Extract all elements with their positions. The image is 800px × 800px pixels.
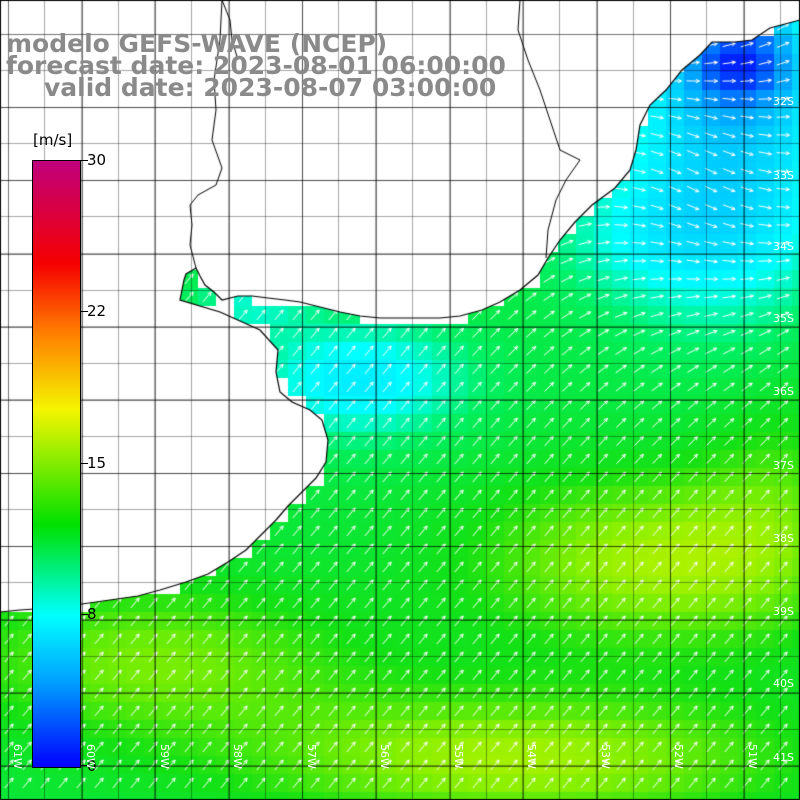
lon-label: 52W — [672, 744, 685, 769]
colorbar-tick-mark — [80, 160, 88, 161]
lon-label: 59W — [158, 744, 171, 769]
model-title: modelo GEFS-WAVE (NCEP) — [6, 29, 388, 58]
lon-label: 61W — [11, 744, 24, 769]
colorbar-tick-8: 8 — [87, 605, 97, 623]
forecast-date: forecast date: 2023-08-01 06:00:00 — [6, 51, 506, 80]
lat-label: 32S — [773, 95, 794, 108]
colorbar-unit: [m/s] — [33, 131, 73, 149]
lon-label: 54W — [525, 744, 538, 769]
lon-label: 60W — [84, 744, 97, 769]
lat-label: 38S — [773, 532, 794, 545]
valid-date: valid date: 2023-08-07 03:00:00 — [44, 73, 497, 102]
colorbar-tick-mark — [80, 765, 88, 766]
lon-label: 51W — [746, 744, 759, 769]
lat-label: 34S — [773, 240, 794, 253]
colorbar — [32, 160, 81, 768]
lat-label: 35S — [773, 312, 794, 325]
lat-label: 40S — [773, 677, 794, 690]
lon-label: 56W — [378, 744, 391, 769]
lat-label: 37S — [773, 459, 794, 472]
lon-label: 57W — [305, 744, 318, 769]
lat-label: 41S — [773, 751, 794, 764]
colorbar-tick-30: 30 — [87, 151, 107, 169]
lat-label: 33S — [773, 169, 794, 182]
colorbar-tick-0: 0 — [87, 757, 97, 775]
colorbar-tick-22: 22 — [87, 302, 107, 320]
lat-label: 36S — [773, 385, 794, 398]
colorbar-tick-mark — [80, 614, 88, 615]
lon-label: 53W — [599, 744, 612, 769]
colorbar-tick-15: 15 — [87, 454, 107, 472]
lat-label: 39S — [773, 605, 794, 618]
lon-label: 55W — [452, 744, 465, 769]
lon-label: 58W — [231, 744, 244, 769]
colorbar-tick-mark — [80, 311, 88, 312]
colorbar-tick-mark — [80, 463, 88, 464]
